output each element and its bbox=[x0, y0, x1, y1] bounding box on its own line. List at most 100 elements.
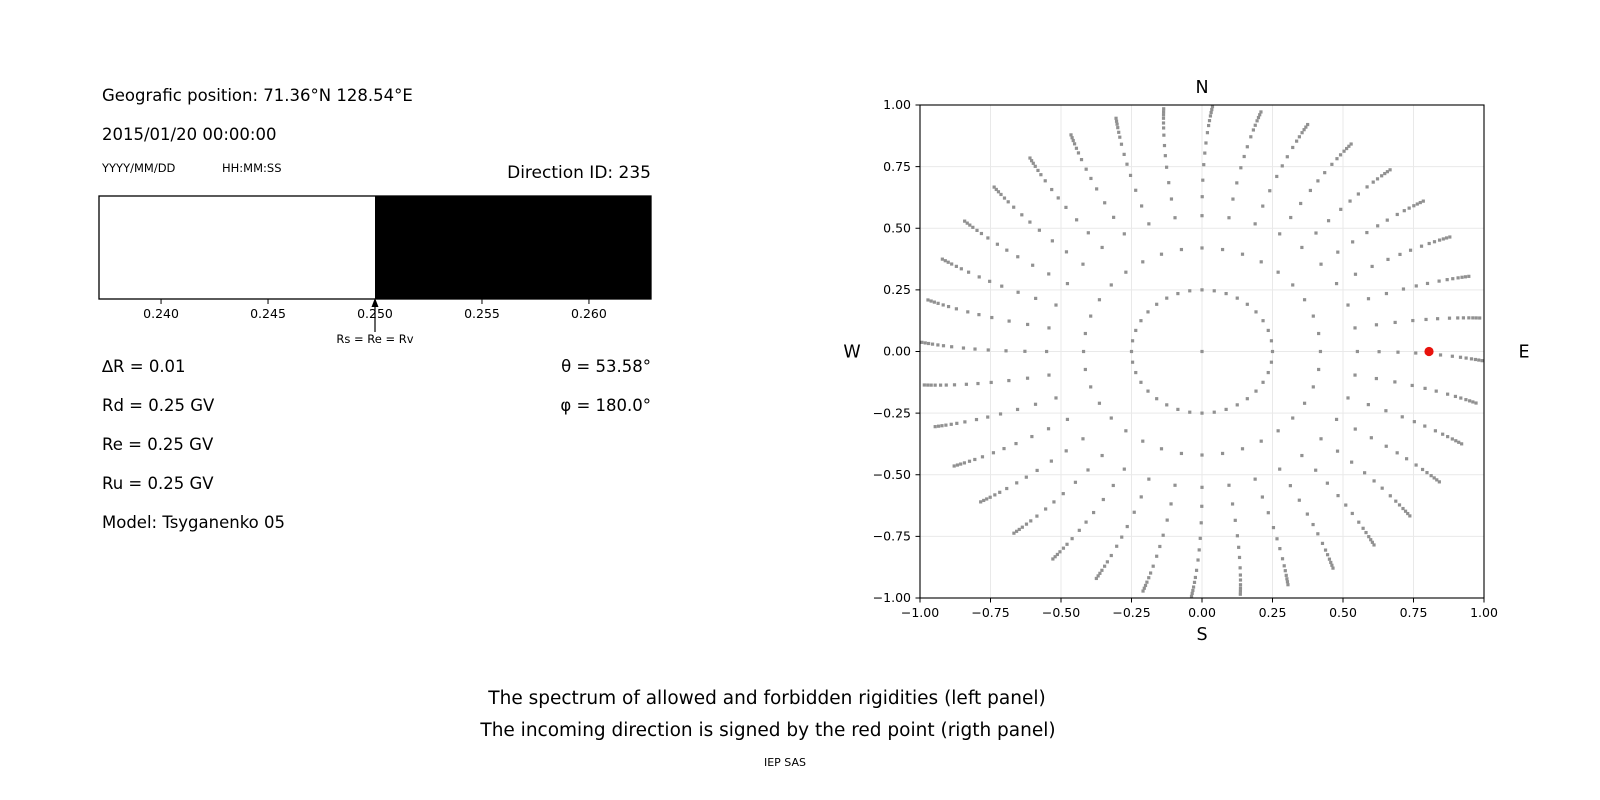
direction-dot bbox=[1116, 126, 1120, 130]
direction-dot bbox=[932, 300, 936, 304]
direction-dot bbox=[1028, 220, 1032, 224]
y-tick-label: 0.00 bbox=[883, 344, 911, 359]
direction-rays bbox=[920, 105, 1484, 598]
direction-dot bbox=[1423, 386, 1427, 390]
direction-dot bbox=[1055, 552, 1059, 557]
direction-dot bbox=[988, 279, 992, 283]
direction-dot bbox=[979, 231, 984, 236]
direction-dot bbox=[1419, 244, 1424, 248]
direction-dot bbox=[1005, 248, 1009, 252]
direction-dot bbox=[1220, 451, 1225, 456]
direction-dot bbox=[995, 242, 1000, 246]
direction-dot bbox=[1227, 216, 1231, 220]
direction-dot bbox=[1271, 525, 1276, 530]
direction-dot bbox=[1266, 328, 1270, 333]
direction-dot bbox=[1141, 260, 1145, 264]
direction-dot bbox=[1233, 518, 1237, 522]
direction-dot bbox=[1457, 440, 1461, 444]
direction-dot bbox=[1437, 480, 1441, 484]
direction-dot bbox=[1165, 518, 1169, 522]
direction-dot bbox=[1396, 350, 1400, 354]
direction-dot bbox=[1316, 179, 1320, 183]
direction-dot bbox=[1089, 176, 1093, 181]
direction-dot bbox=[1050, 187, 1054, 192]
direction-dot bbox=[1366, 403, 1370, 407]
direction-dot bbox=[1109, 283, 1113, 287]
direction-dot bbox=[1319, 437, 1323, 441]
direction-dot bbox=[1025, 376, 1030, 380]
direction-dot bbox=[1454, 439, 1458, 443]
direction-dot bbox=[974, 417, 979, 422]
direction-dot bbox=[1155, 397, 1159, 401]
direction-dot bbox=[1255, 119, 1259, 123]
direction-dot bbox=[1147, 576, 1151, 580]
direction-dot bbox=[1162, 133, 1166, 137]
direction-dot bbox=[1446, 435, 1450, 439]
direction-dot bbox=[1200, 195, 1204, 199]
direction-dot bbox=[1347, 144, 1351, 148]
direction-dot bbox=[1070, 136, 1074, 140]
direction-dot bbox=[1468, 399, 1472, 403]
direction-dot bbox=[1369, 538, 1373, 542]
direction-dot bbox=[1348, 199, 1352, 203]
direction-dot bbox=[950, 345, 954, 349]
direction-dot bbox=[1158, 544, 1162, 549]
direction-dot bbox=[1141, 439, 1145, 443]
direction-dot bbox=[1238, 583, 1243, 587]
direction-dot bbox=[1190, 591, 1194, 596]
direction-dot bbox=[1050, 239, 1054, 243]
direction-dot bbox=[1073, 480, 1078, 484]
direction-dot bbox=[1284, 573, 1288, 577]
direction-dot bbox=[1109, 416, 1113, 420]
direction-dot bbox=[1311, 522, 1315, 527]
direction-dot bbox=[1441, 432, 1445, 436]
direction-dot bbox=[1005, 486, 1009, 491]
direction-dot bbox=[1191, 588, 1195, 593]
direction-dot bbox=[1339, 207, 1343, 211]
direction-dot bbox=[941, 303, 945, 307]
direction-dot bbox=[1316, 532, 1320, 536]
direction-dot bbox=[1220, 247, 1225, 252]
direction-dot bbox=[1305, 512, 1309, 516]
direction-dot bbox=[955, 421, 959, 425]
x-tick-label: 1.00 bbox=[1470, 605, 1498, 620]
direction-dot bbox=[1161, 110, 1166, 114]
direction-dot bbox=[1320, 541, 1325, 545]
direction-dot bbox=[1238, 589, 1243, 593]
x-tick-label: −1.00 bbox=[901, 605, 939, 620]
direction-dot bbox=[1398, 252, 1402, 257]
direction-dot bbox=[1196, 558, 1200, 562]
direction-dot bbox=[1189, 594, 1194, 598]
direction-dot bbox=[946, 260, 950, 264]
direction-dot bbox=[1351, 240, 1355, 244]
direction-dot bbox=[1365, 185, 1369, 189]
direction-dot bbox=[964, 382, 968, 386]
direction-dot bbox=[1421, 199, 1425, 203]
direction-dot bbox=[1083, 367, 1087, 372]
direction-dot bbox=[1002, 446, 1006, 451]
direction-dot bbox=[1006, 200, 1010, 204]
direction-dot bbox=[994, 187, 998, 192]
caption-line-1: The spectrum of allowed and forbidden ri… bbox=[488, 688, 1046, 709]
x-tick-label: 0.260 bbox=[571, 306, 607, 321]
param-rd: Rd = 0.25 GV bbox=[102, 396, 215, 415]
direction-dot bbox=[1146, 389, 1150, 393]
spectrum-region-forbidden bbox=[375, 196, 651, 299]
direction-dot bbox=[1071, 138, 1075, 143]
direction-dot bbox=[1433, 429, 1438, 433]
direction-dot bbox=[1336, 494, 1340, 498]
direction-dot bbox=[1081, 437, 1085, 441]
param-phi: φ = 180.0° bbox=[560, 396, 651, 415]
direction-dot bbox=[1188, 410, 1192, 414]
direction-dot bbox=[1395, 212, 1399, 217]
direction-dot bbox=[1235, 403, 1239, 407]
direction-dot bbox=[923, 341, 927, 345]
direction-dot bbox=[1111, 483, 1115, 488]
direction-dot bbox=[1016, 255, 1020, 259]
red-incoming-direction-point bbox=[1424, 346, 1434, 357]
direction-dot bbox=[1423, 424, 1427, 428]
direction-dot bbox=[1429, 474, 1433, 478]
direction-dot bbox=[1261, 380, 1265, 384]
direction-dot bbox=[1238, 586, 1243, 590]
direction-dot bbox=[959, 462, 963, 466]
